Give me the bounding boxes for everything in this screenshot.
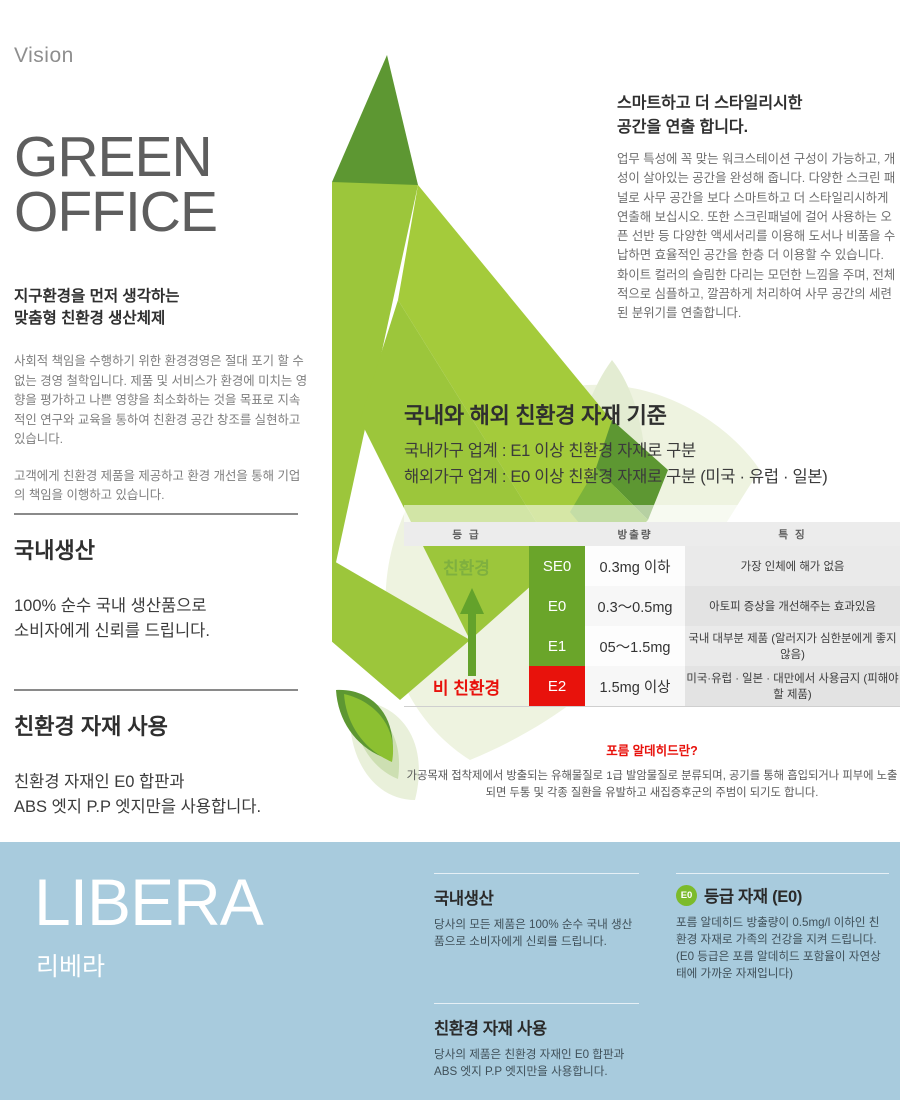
row-code-e2: E2: [529, 666, 585, 706]
table-header-grade-spacer: [529, 522, 585, 546]
left-heading-line1: 지구환경을 먼저 생각하는: [14, 288, 180, 305]
page-title: GREEN OFFICE: [14, 125, 218, 244]
table-top-mask: [404, 505, 900, 527]
row-feature-se0: 가장 인체에 해가 없음: [685, 546, 900, 586]
libera-brand: LIBERA: [34, 865, 264, 939]
standards-block: 국내와 해외 친환경 자재 기준 국내가구 업계 : E1 이상 친환경 자재로…: [404, 398, 900, 490]
right-body: 업무 특성에 꼭 맞는 워크스테이션 구성이 가능하고, 개성이 살아있는 공간…: [617, 152, 896, 321]
left-paragraph-2: 고객에게 친환경 제품을 제공하고 환경 개선을 통해 기업의 책임을 이행하고…: [14, 468, 301, 503]
section-title-domestic: 국내생산: [14, 538, 95, 563]
leaf-facet-dark-right: [596, 420, 668, 520]
right-heading-line1: 스마트하고 더 스타일리시한: [617, 95, 803, 112]
table-header-grade: 등 급: [404, 522, 529, 546]
table-row: 비 친환경 E2 1.5mg 이상 미국·유럽 · 일본 · 대만에서 사용금지…: [404, 666, 900, 706]
standards-line-overseas: 해외가구 업계 : E0 이상 친환경 자재로 구분 (미국 · 유럽 · 일본…: [404, 468, 828, 486]
divider-eco-material: [14, 689, 298, 691]
section-body-eco-line2: ABS 엣지 P.P 엣지만을 사용합니다.: [14, 798, 262, 816]
table-row: E1 05〜1.5mg 국내 대부분 제품 (알러지가 심한분에게 좋지않음): [404, 626, 900, 666]
left-heading: 지구환경을 먼저 생각하는 맞춤형 친환경 생산체제: [14, 286, 179, 330]
section-body-domestic-line2: 소비자에게 신뢰를 드립니다.: [14, 622, 210, 640]
right-column-mask: [668, 0, 900, 390]
row-feature-e2: 미국·유럽 · 일본 · 대만에서 사용금지 (피해야할 제품): [685, 666, 900, 706]
row-code-e1: E1: [529, 626, 585, 666]
formaldehyde-note: 포름 알데히드란? 가공목재 접착제에서 방출되는 유해물질로 1급 발암물질로…: [404, 740, 900, 802]
divider-domestic: [14, 513, 298, 515]
row-feature-e1: 국내 대부분 제품 (알러지가 심한분에게 좋지않음): [685, 626, 900, 666]
leaf-facet-sweep-lower: [360, 300, 560, 640]
row-emission-e0: 0.3〜0.5mg: [585, 586, 685, 626]
left-body: 사회적 책임을 수행하기 위한 환경경영은 절대 포기 할 수 없는 경영 철학…: [14, 352, 310, 506]
libera-band: LIBERA 리베라: [0, 840, 900, 1100]
e0-leaf-badge-icon: E0: [676, 884, 697, 906]
libera-divider-e0-grade: [676, 873, 889, 874]
section-body-domestic: 100% 순수 국내 생산품으로 소비자에게 신뢰를 드립니다.: [14, 594, 210, 644]
right-heading-line2: 공간을 연출 합니다.: [617, 119, 749, 136]
table-header-feature: 특 징: [685, 522, 900, 546]
libera-divider-domestic: [434, 873, 639, 874]
libera-column-e0-grade: E0 등급 자재 (E0) 포름 알데히드 방출량이 0.5mg/l 이하인 친…: [676, 873, 889, 982]
upward-arrow-icon: [460, 588, 484, 676]
formaldehyde-note-title: 포름 알데히드란?: [606, 744, 698, 758]
left-paragraph-1: 사회적 책임을 수행하기 위한 환경경영은 절대 포기 할 수 없는 경영 철학…: [14, 354, 308, 446]
row-code-se0: SE0: [529, 546, 585, 586]
libera-column-domestic: 국내생산 당사의 모든 제품은 100% 순수 국내 생산품으로 소비자에게 신…: [434, 873, 639, 950]
section-body-domestic-line1: 100% 순수 국내 생산품으로: [14, 597, 207, 615]
section-body-eco-material: 친환경 자재인 E0 합판과 ABS 엣지 P.P 엣지만을 사용합니다.: [14, 770, 261, 820]
libera-body-domestic: 당사의 모든 제품은 100% 순수 국내 생산품으로 소비자에게 신뢰를 드립…: [434, 918, 633, 948]
table-header-emission: 방출량: [585, 522, 685, 546]
page-title-line2: OFFICE: [14, 180, 218, 244]
section-body-eco-line1: 친환경 자재인 E0 합판과: [14, 773, 185, 791]
table-bottom-border: [404, 706, 900, 707]
leaf-tip-mid: [344, 694, 394, 762]
libera-title-e0-grade: 등급 자재 (E0): [704, 888, 803, 906]
libera-e0-heading: E0 등급 자재 (E0): [676, 883, 889, 907]
row-feature-e0: 아토피 증상을 개선해주는 효과있음: [685, 586, 900, 626]
table-row: E0 0.3〜0.5mg 아토피 증상을 개선해주는 효과있음: [404, 586, 900, 626]
table-header-row: 등 급 방출량 특 징: [404, 522, 900, 546]
libera-body-e0-grade: 포름 알데히드 방출량이 0.5mg/l 이하인 친환경 자재로 가족의 건강을…: [676, 916, 881, 980]
standards-lines: 국내가구 업계 : E1 이상 친환경 자재로 구분 해외가구 업계 : E0 …: [404, 438, 900, 490]
left-column-mask: [0, 0, 332, 840]
standards-line-domestic: 국내가구 업계 : E1 이상 친환경 자재로 구분: [404, 442, 696, 460]
grade-table: 등 급 방출량 특 징 친환경 SE0 0.3mg 이하 가장 인체에 해가 없…: [404, 522, 900, 707]
row-label-eco: 친환경: [443, 558, 490, 578]
row-emission-se0: 0.3mg 이하: [585, 546, 685, 586]
leaf-facet-sweep-upper: [398, 185, 640, 560]
vision-label: Vision: [14, 44, 74, 67]
section-title-eco-material: 친환경 자재 사용: [14, 714, 168, 739]
libera-brand-kr: 리베라: [36, 953, 106, 981]
libera-title-eco-material: 친환경 자재 사용: [434, 1020, 547, 1038]
formaldehyde-note-body: 가공목재 접착제에서 방출되는 유해물질로 1급 발암물질로 분류되며, 공기를…: [406, 770, 898, 799]
page-title-line1: GREEN: [14, 125, 213, 189]
row-emission-e1: 05〜1.5mg: [585, 626, 685, 666]
leaf-facet-bottom: [330, 560, 470, 700]
libera-title-domestic: 국내생산: [434, 890, 494, 908]
right-heading: 스마트하고 더 스타일리시한 공간을 연출 합니다.: [617, 92, 897, 140]
row-emission-e2: 1.5mg 이상: [585, 666, 685, 706]
libera-body-eco-material: 당사의 제품은 친환경 자재인 E0 합판과 ABS 엣지 P.P 엣지만을 사…: [434, 1048, 625, 1078]
row-code-e0: E0: [529, 586, 585, 626]
libera-column-eco-material: 친환경 자재 사용 당사의 제품은 친환경 자재인 E0 합판과 ABS 엣지 …: [434, 1003, 639, 1080]
left-heading-line2: 맞춤형 친환경 생산체제: [14, 310, 166, 327]
libera-divider-eco-material: [434, 1003, 639, 1004]
table-row: 친환경 SE0 0.3mg 이하 가장 인체에 해가 없음: [404, 546, 900, 586]
standards-title: 국내와 해외 친환경 자재 기준: [404, 403, 667, 428]
row-label-noneco: 비 친환경: [432, 678, 501, 698]
